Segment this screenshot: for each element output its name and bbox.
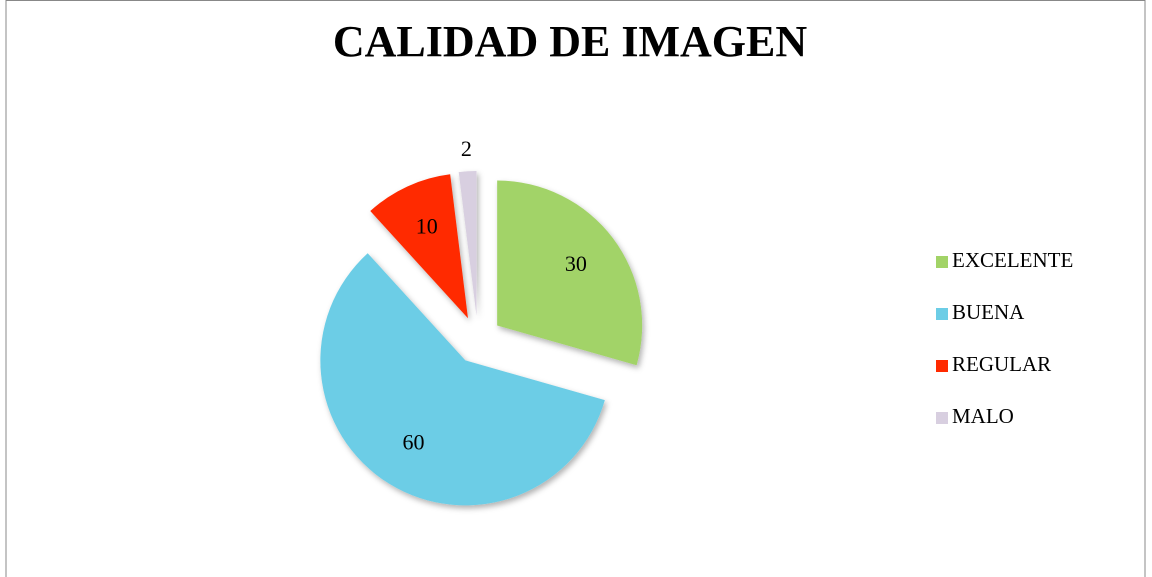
- pie-slice: [458, 171, 477, 317]
- pie: [320, 171, 643, 506]
- data-label: 30: [565, 251, 587, 276]
- pie-slice: [370, 174, 468, 319]
- legend-label: BUENA: [952, 300, 1025, 324]
- data-label: 10: [416, 214, 438, 239]
- legend-swatch: [936, 308, 948, 320]
- legend-label: EXCELENTE: [952, 248, 1073, 272]
- data-label: 60: [402, 429, 424, 454]
- legend-swatch: [936, 412, 948, 424]
- legend-label: MALO: [952, 404, 1014, 428]
- legend-swatch: [936, 360, 948, 372]
- legend-label: REGULAR: [952, 352, 1051, 376]
- data-label: 2: [461, 136, 472, 161]
- chart-title: CALIDAD DE IMAGEN: [333, 17, 807, 66]
- pie-slice: [320, 253, 605, 506]
- pie-slice: [497, 180, 643, 366]
- legend-swatch: [936, 256, 948, 268]
